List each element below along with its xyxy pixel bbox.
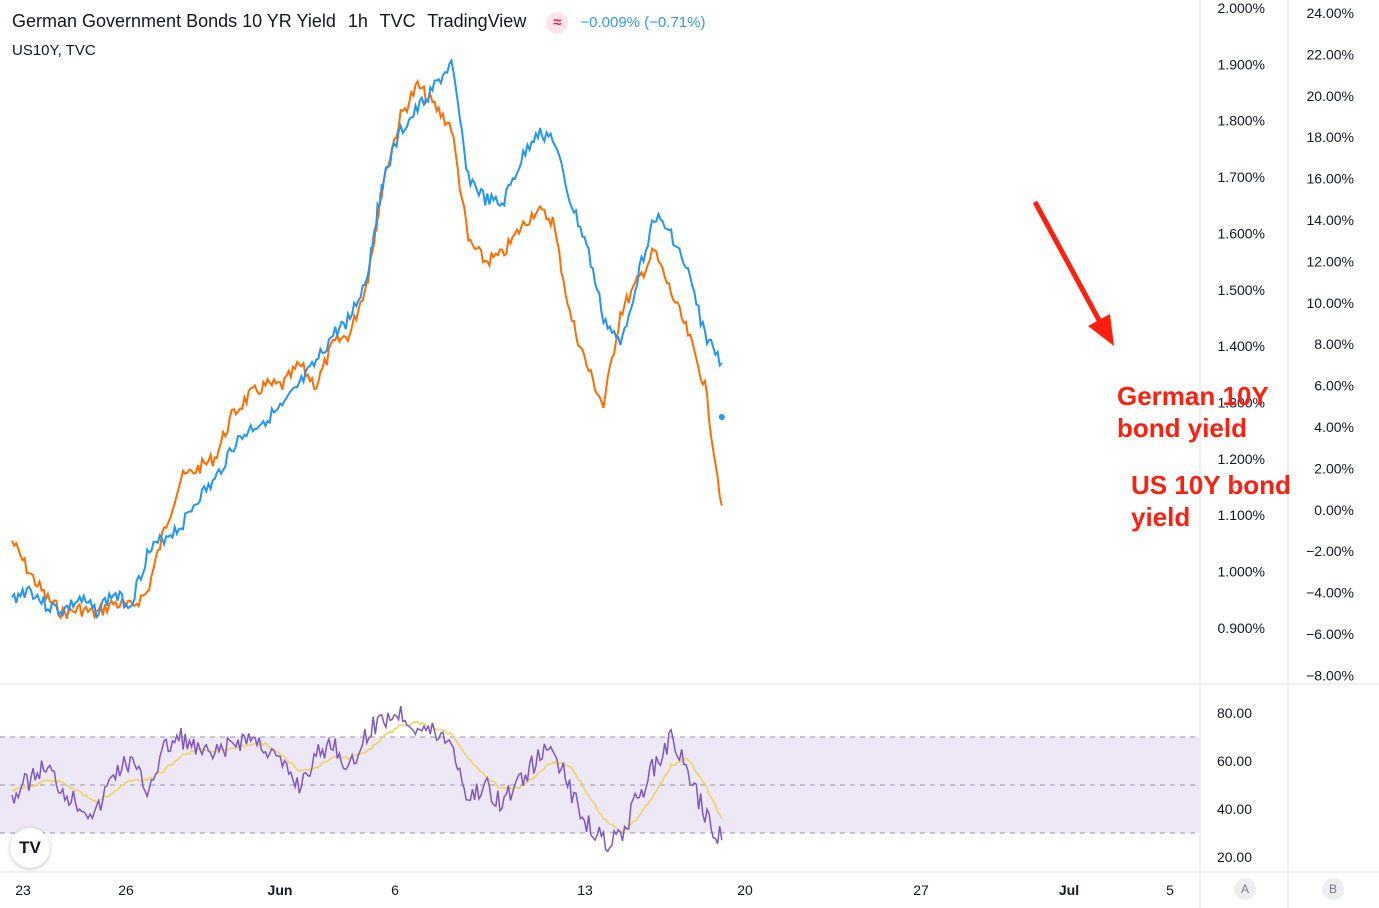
right-axis-tick: 2.00% [1314,460,1354,476]
chart-title: German Government Bonds 10 YR Yield [12,11,336,31]
x-axis-tick: Jul [1059,882,1079,898]
interval-label[interactable]: 1h [347,11,368,31]
tradingview-logo-icon[interactable]: TV [10,828,50,868]
x-axis-tick: 20 [737,882,753,898]
left-axis-tick: 1.300% [1218,394,1265,410]
right-axis-tick: 8.00% [1314,336,1354,352]
x-axis-tick: Jun [268,882,293,898]
annotation-german: German 10Y bond yield [1117,380,1269,444]
right-axis-tick: 14.00% [1307,212,1354,228]
right-axis-tick: 4.00% [1314,419,1354,435]
rsi-axis-tick: 40.00 [1217,801,1252,817]
compare-symbol[interactable]: US10Y, TVC [12,42,96,59]
left-axis-tick: 1.600% [1218,225,1265,241]
compare-icon[interactable]: ≈ [546,12,569,34]
right-axis-tick: 6.00% [1314,378,1354,394]
axis-auto-button[interactable]: A [1234,878,1256,900]
rsi-line [11,705,723,853]
left-axis-tick: 1.200% [1218,451,1265,467]
german-last-point [718,414,725,421]
us-10y-line [11,78,723,621]
x-axis-tick: 5 [1166,882,1174,898]
left-axis-tick: 2.000% [1218,0,1265,16]
annotation-us: US 10Y bond yield [1131,469,1291,533]
left-axis-tick: 1.700% [1218,169,1265,185]
x-axis-tick: 6 [391,882,399,898]
left-axis-tick: 1.500% [1218,282,1265,298]
x-axis-tick: 23 [15,882,31,898]
left-axis-tick: 1.100% [1218,507,1265,523]
right-axis-tick: 22.00% [1307,46,1354,62]
right-axis-tick: 20.00% [1307,88,1354,104]
rsi-ma-line [11,720,723,834]
left-axis-tick: 1.000% [1218,564,1265,580]
x-axis-tick: 13 [577,882,593,898]
x-axis-tick: 26 [118,882,134,898]
platform-label: TradingView [427,11,527,31]
rsi-axis-tick: 80.00 [1217,705,1252,721]
left-axis-tick: 1.400% [1218,338,1265,354]
annotation-german-line1: German 10Y [1117,381,1269,411]
rsi-axis-tick: 20.00 [1217,849,1252,865]
german-10y-line [11,57,723,620]
left-axis-tick: 1.800% [1218,113,1265,129]
right-axis-tick: −2.00% [1306,543,1354,559]
trend-arrow-shaft [1032,200,1103,324]
source-label: TVC [379,11,416,31]
left-axis-tick: 1.900% [1218,56,1265,72]
annotation-us-line2: yield [1131,502,1191,532]
right-axis-tick: 10.00% [1307,295,1354,311]
right-axis-tick: −6.00% [1306,626,1354,642]
left-axis-tick: 0.900% [1218,620,1265,636]
x-axis-tick: 27 [913,882,929,898]
right-axis-tick: −4.00% [1306,585,1354,601]
right-axis-tick: −8.00% [1306,667,1354,683]
right-axis-tick: 0.00% [1314,502,1354,518]
right-axis-tick: 24.00% [1307,5,1354,21]
annotation-german-line2: bond yield [1117,413,1247,443]
right-axis-tick: 18.00% [1307,129,1354,145]
annotation-us-line1: US 10Y bond [1131,470,1291,500]
price-change: −0.009% (−0.71%) [580,14,706,31]
trend-arrow-head [1088,314,1114,346]
right-axis-tick: 16.00% [1307,171,1354,187]
chart-header: German Government Bonds 10 YR Yield 1h T… [12,11,712,34]
axis-b-button[interactable]: B [1322,878,1344,900]
rsi-axis-tick: 60.00 [1217,753,1252,769]
right-axis-tick: 12.00% [1307,253,1354,269]
